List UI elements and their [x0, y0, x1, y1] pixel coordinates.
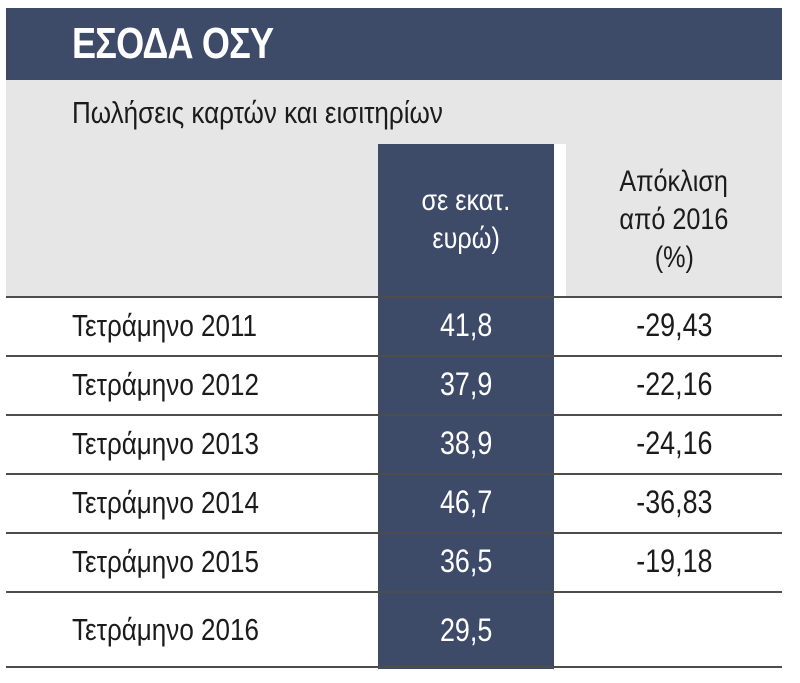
- row-label-cell: [6, 414, 378, 473]
- row-value-text: 38,9: [439, 425, 493, 461]
- row-deviation: -29,43: [566, 296, 782, 355]
- row-label-cell: [6, 473, 378, 532]
- value-column-header: σε εκατ. ευρώ): [378, 144, 554, 296]
- title-bar: ΕΣΟΔΑ ΟΣΥ: [6, 8, 782, 80]
- column-header-row: σε εκατ. ευρώ) Απόκλιση από 2016 (%): [6, 144, 782, 296]
- row-deviation-cell: [566, 591, 782, 669]
- row-deviation: -24,16: [566, 414, 782, 473]
- table-title: ΕΣΟΔΑ ΟΣΥ: [72, 19, 274, 68]
- row-label: Τετράμηνο 2015: [72, 543, 259, 579]
- row-value: 36,5: [378, 532, 554, 591]
- header-value-cell: [378, 144, 554, 296]
- row-deviation-cell: [566, 473, 782, 532]
- row-deviation-text: -24,16: [635, 425, 713, 461]
- subtitle-bar: Πωλήσεις καρτών και εισιτηρίων: [6, 80, 782, 144]
- row-value-text: 41,8: [439, 307, 493, 343]
- value-header-line: ευρώ): [432, 222, 500, 255]
- row-value-text: 46,7: [439, 484, 493, 520]
- row-label-cell: [6, 532, 378, 591]
- header-label-cell: [6, 144, 378, 296]
- row-deviation-text: -29,43: [635, 307, 713, 343]
- row-deviation: -22,16: [566, 355, 782, 414]
- row-label-cell: [6, 591, 378, 669]
- value-header-line: σε εκατ.: [421, 184, 511, 217]
- header-deviation-cell: [566, 144, 782, 296]
- row-value: 46,7: [378, 473, 554, 532]
- row-deviation-cell: [566, 414, 782, 473]
- table-graphic: ΕΣΟΔΑ ΟΣΥ Πωλήσεις καρτών και εισιτηρίων…: [6, 8, 782, 669]
- row-deviation-cell: [566, 296, 782, 355]
- row-label: Τετράμηνο 2016: [72, 612, 259, 647]
- row-label: Τετράμηνο 2013: [72, 425, 259, 461]
- row-deviation-cell: [566, 532, 782, 591]
- row-value: 37,9: [378, 355, 554, 414]
- row-label: Τετράμηνο 2011: [72, 307, 258, 343]
- table-row: Τετράμηνο 2014 46,7 -36,83: [6, 473, 782, 532]
- deviation-header-line: από 2016: [619, 203, 729, 236]
- row-deviation: -19,18: [566, 532, 782, 591]
- row-value-cell: [378, 414, 554, 473]
- table-row: Τετράμηνο 2012 37,9 -22,16: [6, 355, 782, 414]
- row-value-cell: [378, 473, 554, 532]
- row-deviation-text: -22,16: [635, 366, 713, 402]
- row-value-text: 29,5: [439, 611, 493, 648]
- row-separator: [6, 355, 782, 357]
- row-label-cell: [6, 296, 378, 355]
- row-separator: [6, 296, 782, 298]
- table-subtitle: Πωλήσεις καρτών και εισιτηρίων: [72, 95, 443, 130]
- row-value: 41,8: [378, 296, 554, 355]
- row-deviation-text: -36,83: [635, 484, 713, 520]
- table-row: Τετράμηνο 2015 36,5 -19,18: [6, 532, 782, 591]
- table-body: Τετράμηνο 2011 41,8 -29,43 Τετράμηνο 2012 37…: [6, 296, 782, 669]
- deviation-header-line: (%): [654, 241, 694, 274]
- row-separator: [6, 414, 782, 416]
- row-separator: [6, 532, 782, 534]
- deviation-column-header: Απόκλιση από 2016 (%): [566, 144, 782, 296]
- deviation-header-line: Απόκλιση: [619, 165, 729, 198]
- row-value: 38,9: [378, 414, 554, 473]
- row-value: 29,5: [378, 591, 554, 669]
- table-row: Τετράμηνο 2011 41,8 -29,43: [6, 296, 782, 355]
- row-value-text: 36,5: [439, 543, 493, 579]
- table-row: Τετράμηνο 2013 38,9 -24,16: [6, 414, 782, 473]
- row-value-cell: [378, 591, 554, 669]
- row-deviation: [566, 591, 782, 669]
- row-label-cell: [6, 355, 378, 414]
- row-value-cell: [378, 296, 554, 355]
- row-value-cell: [378, 532, 554, 591]
- row-label: Τετράμηνο 2012: [72, 366, 259, 402]
- table-row: Τετράμηνο 2016 29,5: [6, 591, 782, 669]
- row-deviation: -36,83: [566, 473, 782, 532]
- row-separator: [6, 473, 782, 475]
- row-deviation-text: -19,18: [635, 543, 713, 579]
- row-value-cell: [378, 355, 554, 414]
- row-value-text: 37,9: [439, 366, 493, 402]
- row-separator: [6, 591, 782, 593]
- row-label: Τετράμηνο 2014: [72, 484, 259, 520]
- row-deviation-cell: [566, 355, 782, 414]
- bottom-rule: [6, 666, 782, 668]
